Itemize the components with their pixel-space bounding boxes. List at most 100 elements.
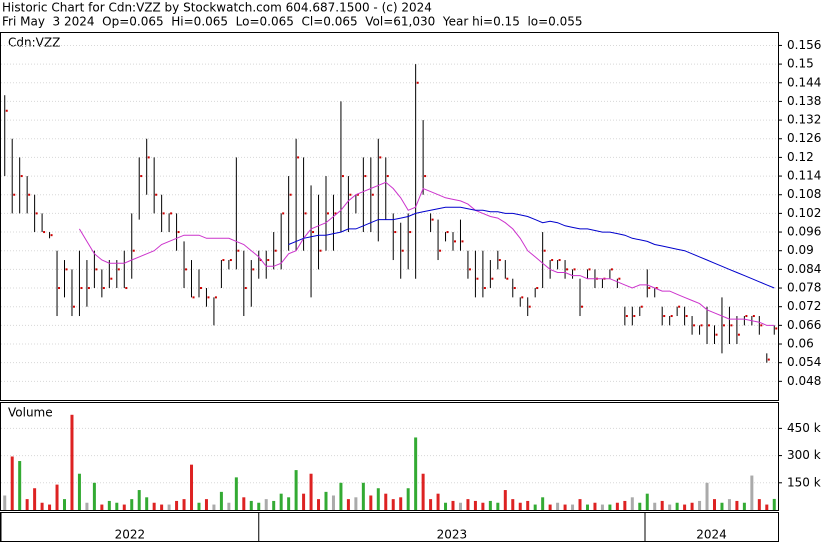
close-tick (297, 156, 300, 159)
volume-bar (720, 502, 724, 510)
x-tick-label: 2023 (437, 528, 468, 542)
volume-bar (518, 502, 522, 510)
volume-bar (735, 500, 739, 510)
volume-bar (742, 502, 746, 510)
close-tick (185, 268, 188, 271)
close-tick (386, 175, 389, 178)
close-tick (745, 315, 748, 318)
close-tick (431, 218, 434, 221)
volume-bar (556, 502, 560, 510)
close-tick (439, 249, 442, 252)
volume-bar (204, 499, 208, 510)
volume-bar (473, 500, 477, 510)
close-tick (722, 324, 725, 327)
close-tick (737, 333, 740, 336)
volume-bar (137, 490, 141, 510)
close-tick (424, 175, 427, 178)
close-tick (50, 234, 53, 237)
price-panel (0, 32, 779, 401)
close-tick (95, 268, 98, 271)
volume-label: Volume (8, 406, 53, 420)
volume-bar (675, 502, 679, 510)
close-tick (20, 175, 23, 178)
volume-bar (264, 499, 268, 510)
close-tick (483, 287, 486, 290)
y-tick-label: 0.15 (787, 57, 814, 71)
volume-bar (384, 493, 388, 510)
close-tick (648, 287, 651, 290)
volume-bar (85, 502, 89, 510)
close-tick (610, 268, 613, 271)
y-tick-label: 0.06 (787, 337, 814, 351)
volume-bar (361, 482, 365, 510)
volume-bar (100, 504, 104, 510)
volume-bar (548, 504, 552, 510)
volume-bar (757, 499, 761, 510)
symbol-label: Cdn:VZZ (8, 36, 60, 50)
x-tick-label: 2024 (696, 528, 727, 542)
volume-bar (705, 482, 709, 510)
y-tick-label: 0.126 (787, 131, 821, 145)
y-tick-label: 0.096 (787, 225, 821, 239)
close-tick (229, 259, 232, 262)
volume-bar (324, 491, 328, 510)
close-tick (760, 324, 763, 327)
close-tick (715, 333, 718, 336)
volume-bar (496, 502, 500, 510)
close-tick (192, 296, 195, 299)
close-tick (58, 287, 61, 290)
close-tick (207, 296, 210, 299)
volume-bar (279, 493, 283, 510)
close-tick (416, 81, 419, 84)
volume-bar (511, 499, 515, 510)
close-tick (5, 109, 8, 112)
close-tick (177, 231, 180, 234)
volume-bar (712, 499, 716, 510)
close-tick (244, 287, 247, 290)
moving-average (78, 181, 775, 326)
volume-bar (92, 482, 96, 510)
volume-bar (197, 502, 201, 510)
close-tick (110, 277, 113, 280)
close-tick (543, 249, 546, 252)
volume-bar (331, 495, 335, 510)
y-tick-label: 0.09 (787, 243, 814, 257)
volume-bar (481, 502, 485, 510)
volume-bar (33, 488, 37, 510)
close-tick (155, 193, 158, 196)
close-tick (663, 315, 666, 318)
close-tick (282, 212, 285, 215)
y-tick-label: 0.084 (787, 262, 821, 276)
close-tick (573, 268, 576, 271)
volume-bar (414, 437, 418, 510)
close-tick (700, 324, 703, 327)
close-tick (730, 324, 733, 327)
volume-bar (77, 473, 81, 510)
volume-bar (294, 470, 298, 510)
volume-bar (698, 500, 702, 510)
close-tick (379, 156, 382, 159)
y-tick-label: 0.102 (787, 206, 821, 220)
close-tick (454, 240, 457, 243)
volume-bar (765, 504, 769, 510)
volume-bar (130, 499, 134, 510)
close-tick (678, 305, 681, 308)
close-tick (72, 305, 75, 308)
close-tick (775, 327, 778, 330)
volume-bar (421, 473, 425, 510)
volume-bar (25, 499, 29, 510)
close-tick (498, 259, 501, 262)
close-tick (349, 193, 352, 196)
y-tick-label: 0.114 (787, 169, 821, 183)
y-tick-label: 0.144 (787, 75, 821, 89)
volume-bar (302, 493, 306, 510)
volume-bar (354, 497, 358, 510)
close-tick (170, 212, 173, 215)
close-tick (199, 287, 202, 290)
volume-bar (40, 502, 44, 510)
volume-bar (339, 482, 343, 510)
close-tick (409, 231, 412, 234)
y-tick-label: 150 k (787, 475, 821, 489)
volume-bar (690, 502, 694, 510)
